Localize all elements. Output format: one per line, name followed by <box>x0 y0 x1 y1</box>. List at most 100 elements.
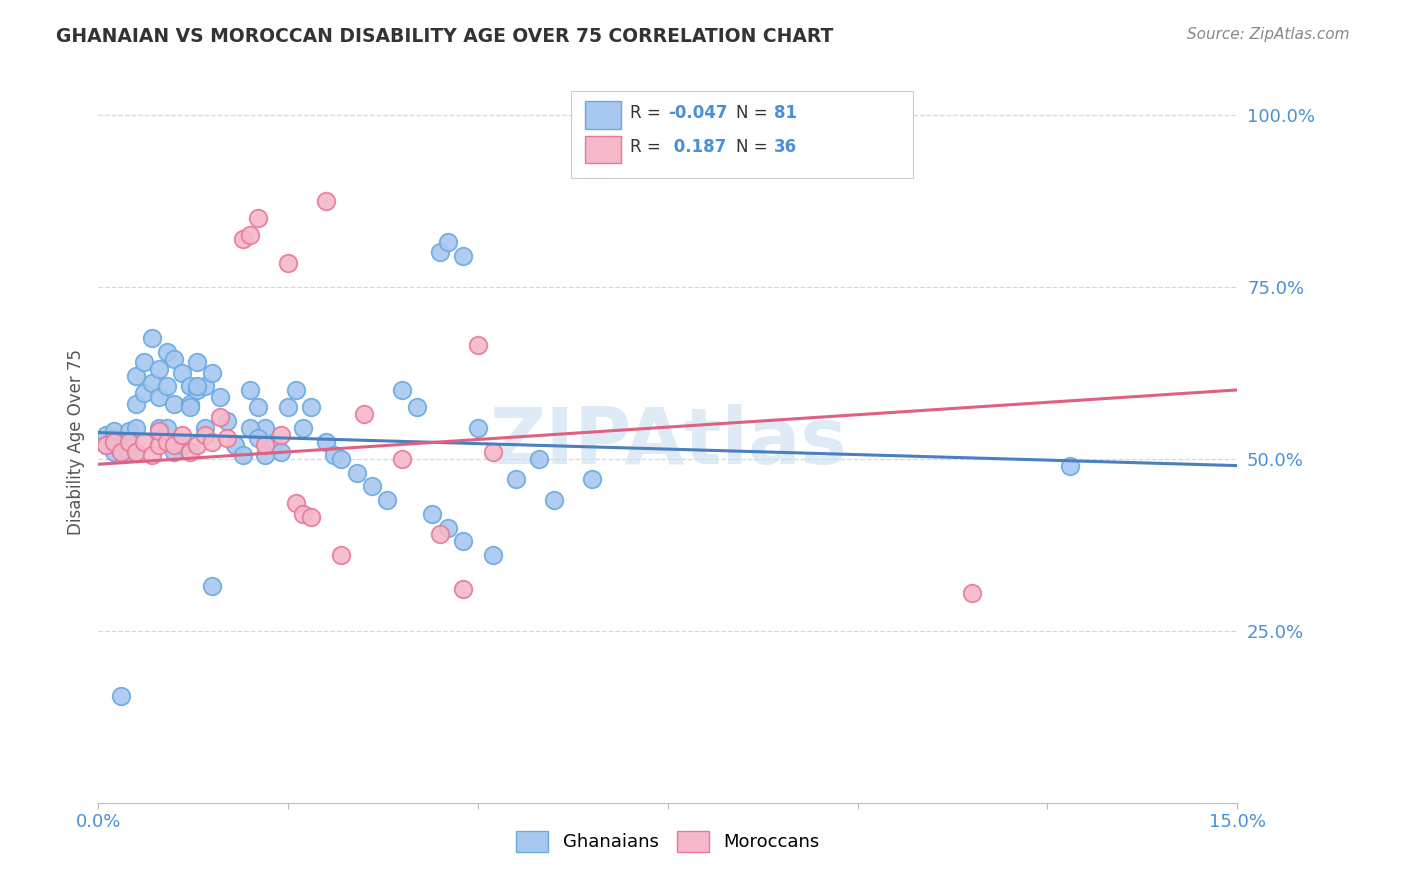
Point <box>346 466 368 480</box>
Point <box>132 386 155 401</box>
Point <box>436 520 458 534</box>
Legend: Ghanaians, Moroccans: Ghanaians, Moroccans <box>516 830 820 852</box>
Point <box>194 427 217 442</box>
Point <box>103 431 125 445</box>
Point <box>156 434 179 449</box>
Point <box>125 445 148 459</box>
Point <box>156 379 179 393</box>
Point <box>284 496 307 510</box>
Point <box>186 383 208 397</box>
Text: GHANAIAN VS MOROCCAN DISABILITY AGE OVER 75 CORRELATION CHART: GHANAIAN VS MOROCCAN DISABILITY AGE OVER… <box>56 27 834 45</box>
Point <box>254 448 277 462</box>
Point <box>246 400 269 414</box>
Point <box>94 427 117 442</box>
Y-axis label: Disability Age Over 75: Disability Age Over 75 <box>66 349 84 534</box>
Point <box>103 445 125 459</box>
Point <box>277 400 299 414</box>
Point <box>322 448 344 462</box>
Point <box>581 472 603 486</box>
Point <box>375 493 398 508</box>
Point <box>118 445 141 459</box>
Point <box>103 434 125 449</box>
Point <box>292 507 315 521</box>
Point <box>163 397 186 411</box>
Point <box>217 431 239 445</box>
Point <box>125 445 148 459</box>
Point <box>110 689 132 703</box>
Text: R =: R = <box>630 138 666 156</box>
Point <box>217 414 239 428</box>
Point <box>543 493 565 508</box>
Point <box>186 379 208 393</box>
Point <box>141 448 163 462</box>
Point <box>194 421 217 435</box>
Text: -0.047: -0.047 <box>668 103 727 122</box>
Point <box>429 527 451 541</box>
Point <box>482 548 505 562</box>
Point <box>201 579 224 593</box>
Point <box>254 438 277 452</box>
Point <box>270 445 292 459</box>
Point <box>132 434 155 449</box>
Point <box>170 438 193 452</box>
Point <box>239 383 262 397</box>
Point <box>125 397 148 411</box>
FancyBboxPatch shape <box>571 91 912 178</box>
Point <box>208 410 231 425</box>
Point <box>170 427 193 442</box>
Point <box>254 421 277 435</box>
Point <box>132 355 155 369</box>
Point <box>246 431 269 445</box>
Point <box>148 424 170 438</box>
Point <box>170 366 193 380</box>
Point <box>246 211 269 225</box>
Point <box>232 448 254 462</box>
Point <box>422 507 444 521</box>
Point <box>406 400 429 414</box>
Point <box>482 445 505 459</box>
Point <box>179 379 201 393</box>
Point <box>960 586 983 600</box>
Point <box>315 434 337 449</box>
Point <box>110 445 132 459</box>
Point <box>284 383 307 397</box>
Point <box>179 445 201 459</box>
Point <box>148 438 170 452</box>
Point <box>118 438 141 452</box>
Point <box>315 194 337 208</box>
Point <box>467 338 489 352</box>
Text: R =: R = <box>630 103 666 122</box>
Point <box>277 255 299 269</box>
Point <box>208 390 231 404</box>
Point <box>299 510 322 524</box>
Point <box>270 427 292 442</box>
Text: Source: ZipAtlas.com: Source: ZipAtlas.com <box>1187 27 1350 42</box>
Point <box>360 479 382 493</box>
Point <box>391 451 413 466</box>
Point <box>262 438 284 452</box>
Text: N =: N = <box>737 138 773 156</box>
Text: 36: 36 <box>773 138 797 156</box>
Point <box>110 434 132 449</box>
Point <box>299 400 322 414</box>
Point <box>239 421 262 435</box>
Point <box>148 390 170 404</box>
Point <box>103 424 125 438</box>
Point <box>429 245 451 260</box>
Point <box>156 421 179 435</box>
Point <box>186 438 208 452</box>
Point <box>1059 458 1081 473</box>
Point <box>186 355 208 369</box>
Point <box>330 548 353 562</box>
Text: 0.187: 0.187 <box>668 138 725 156</box>
Point <box>110 445 132 459</box>
Point <box>436 235 458 249</box>
Point <box>148 421 170 435</box>
Text: 81: 81 <box>773 103 797 122</box>
Point <box>353 407 375 421</box>
Point <box>148 362 170 376</box>
Point <box>94 438 117 452</box>
Point <box>94 438 117 452</box>
Text: ZIPAtlas: ZIPAtlas <box>489 403 846 480</box>
Text: N =: N = <box>737 103 773 122</box>
